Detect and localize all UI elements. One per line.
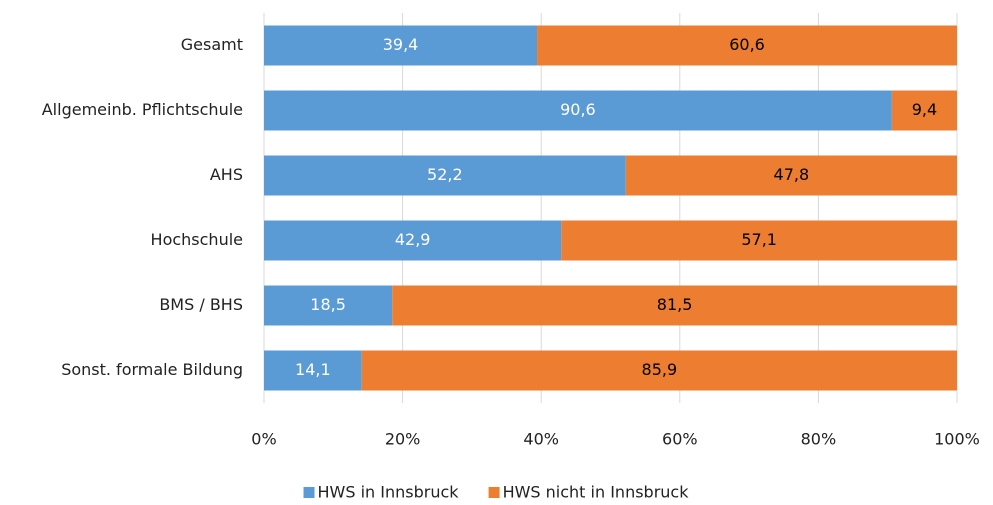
x-tick-label: 40% bbox=[523, 430, 559, 449]
bar-segment bbox=[264, 220, 562, 261]
x-tick-label: 100% bbox=[934, 430, 980, 449]
data-label: 42,9 bbox=[395, 230, 431, 249]
bar-segment bbox=[625, 155, 957, 196]
x-tick-label: 0% bbox=[251, 430, 276, 449]
bar-segment bbox=[264, 155, 626, 196]
legend-swatch bbox=[488, 487, 500, 498]
data-label: 81,5 bbox=[657, 295, 693, 314]
y-tick-label: Gesamt bbox=[181, 35, 243, 54]
bar-segment bbox=[361, 350, 957, 391]
bar-segment bbox=[891, 90, 957, 131]
legend-swatch bbox=[303, 487, 315, 498]
data-label: 18,5 bbox=[310, 295, 346, 314]
data-label: 90,6 bbox=[560, 100, 596, 119]
y-tick-label: Sonst. formale Bildung bbox=[61, 360, 243, 379]
bar-segment bbox=[537, 25, 957, 66]
data-label: 52,2 bbox=[427, 165, 463, 184]
data-label: 39,4 bbox=[383, 35, 419, 54]
y-tick-label: Hochschule bbox=[151, 230, 243, 249]
bar-segment bbox=[264, 90, 892, 131]
data-label: 14,1 bbox=[295, 360, 331, 379]
x-tick-label: 60% bbox=[662, 430, 698, 449]
bar-segment bbox=[561, 220, 957, 261]
x-tick-label: 80% bbox=[801, 430, 837, 449]
data-label: 60,6 bbox=[729, 35, 765, 54]
data-label: 9,4 bbox=[912, 100, 937, 119]
legend-label: HWS nicht in Innsbruck bbox=[503, 483, 690, 502]
legend-label: HWS in Innsbruck bbox=[318, 483, 460, 502]
bar-segment bbox=[264, 285, 393, 326]
y-tick-label: BMS / BHS bbox=[159, 295, 243, 314]
bar-segment bbox=[264, 25, 538, 66]
data-label: 47,8 bbox=[774, 165, 810, 184]
y-tick-label: AHS bbox=[210, 165, 243, 184]
data-label: 85,9 bbox=[642, 360, 678, 379]
data-label: 57,1 bbox=[741, 230, 777, 249]
y-tick-label: Allgemeinb. Pflichtschule bbox=[42, 100, 243, 119]
bar-segment bbox=[264, 350, 362, 391]
x-tick-label: 20% bbox=[385, 430, 421, 449]
bar-segment bbox=[392, 285, 958, 326]
